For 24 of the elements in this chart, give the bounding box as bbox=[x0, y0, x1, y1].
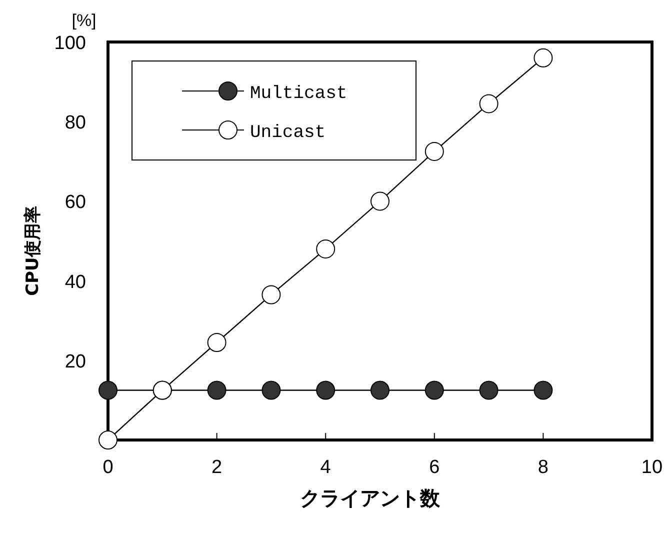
x-tick-label: 4 bbox=[320, 457, 332, 478]
point bbox=[262, 380, 281, 400]
point bbox=[479, 380, 498, 400]
text: [%] bbox=[72, 11, 96, 30]
x-tick-label: 10 bbox=[641, 457, 663, 478]
y-tick-label: 60 bbox=[64, 192, 86, 214]
legend-label: Unicast bbox=[250, 123, 326, 143]
point bbox=[207, 380, 226, 400]
y-axis-title: CPU使用率 bbox=[23, 206, 43, 296]
x-tick-label: 6 bbox=[429, 457, 440, 478]
x-tick-label: 8 bbox=[538, 457, 548, 478]
x-axis-title: クライアント数 bbox=[300, 486, 441, 510]
point bbox=[316, 380, 336, 400]
y-tick-label: 80 bbox=[64, 112, 86, 134]
y-tick-label: 20 bbox=[64, 351, 86, 372]
point bbox=[370, 380, 390, 400]
x-tick-label: 2 bbox=[212, 457, 222, 478]
point bbox=[98, 380, 118, 400]
legend-label: Multicast bbox=[250, 84, 348, 104]
y-tick-label: 100 bbox=[54, 33, 86, 54]
y-tick-label: 40 bbox=[64, 272, 86, 293]
point bbox=[424, 380, 444, 400]
x-tick-label: 0 bbox=[102, 457, 114, 478]
point bbox=[534, 380, 553, 400]
